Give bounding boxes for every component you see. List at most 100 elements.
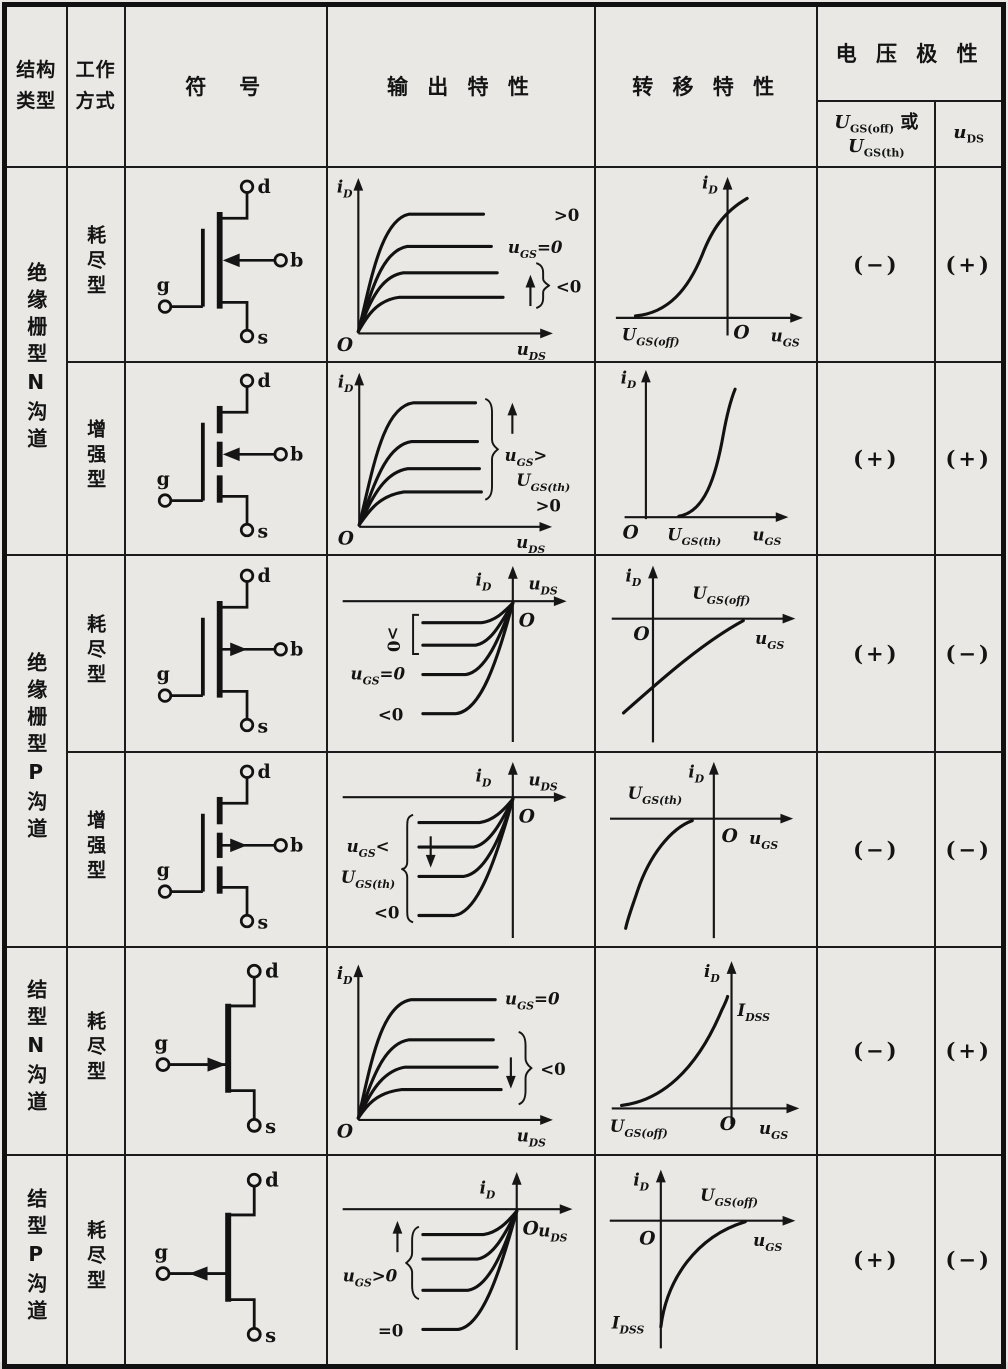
svg-text:O: O: [639, 1227, 656, 1249]
symbol-cell-2: d b g s: [123, 360, 328, 556]
transfer-cell-3: iD O UGS(off) uGS: [594, 553, 819, 753]
svg-text:O: O: [519, 806, 535, 827]
svg-text:uGS: uGS: [759, 1117, 788, 1141]
curve-label-ugs0: uGS=0: [508, 237, 563, 261]
svg-text:O: O: [519, 610, 535, 631]
ugs-off-point: UGS(off): [610, 1116, 668, 1140]
bulk-arrow-into-channel: [222, 253, 240, 268]
header-output-label: 输 出 特 性: [386, 75, 535, 100]
transfer-curve: [622, 618, 746, 714]
nmos-depletion-symbol: d b g s: [156, 176, 303, 348]
bulk-arrow-out-of-channel: [229, 642, 247, 657]
terminal-g-label: g: [156, 859, 169, 881]
output-cell-1: iD O uDS >0 uGS=0 <0: [325, 165, 597, 363]
header-output: 输 出 特 性: [325, 3, 597, 168]
symbol-cell-3: d b g s: [123, 553, 328, 753]
symbol-cell-4: d b g s: [123, 750, 328, 948]
svg-text:iD: iD: [689, 761, 705, 785]
axes: [610, 769, 785, 938]
axes: [358, 380, 542, 528]
axes: [611, 968, 791, 1124]
terminal-s-label: s: [257, 520, 268, 542]
nmos-enh-wires: [157, 373, 288, 538]
transfer-cell-5: iD IDSS UGS(off) O uGS: [594, 945, 819, 1156]
header-symbol-label: 符 号: [185, 75, 267, 100]
polarity-gs-cell-5: (−): [816, 945, 937, 1156]
output-cell-2: iD O uDS uGS> UGS(th) >0: [325, 360, 597, 556]
svg-text:iD: iD: [626, 565, 642, 589]
nmos-enhancement-symbol: d b g s: [156, 370, 303, 542]
svg-text:iD: iD: [476, 569, 492, 593]
axes: [342, 1179, 562, 1350]
id-curves: [356, 212, 505, 333]
pmos-dep-wires: [157, 568, 288, 733]
terminal-d-label: d: [257, 565, 270, 587]
header-polarity-label: 电 压 极 性: [835, 42, 984, 67]
nmos-dep-wires: [157, 179, 288, 344]
curve-label-ugs0: uGS=0: [350, 663, 405, 687]
header-transfer: 转 移 特 性: [594, 3, 819, 168]
svg-text:uGS: uGS: [749, 828, 778, 852]
svg-text:O: O: [722, 826, 739, 847]
svg-text:iD: iD: [634, 1169, 650, 1193]
id-curves: [356, 997, 503, 1120]
transfer-cell-1: iD UGS(off) O uGS: [594, 165, 819, 363]
group-igfet-n-label: 绝缘栅型N沟道: [23, 262, 48, 455]
uds-label: uDS: [953, 121, 984, 146]
svg-text:uGS: uGS: [753, 525, 782, 548]
output-graph-nmos-dep: iD O uDS >0 uGS=0 <0: [337, 176, 582, 359]
polarity-gs-cell-1: (−): [816, 165, 937, 363]
header-work-mode: 工作方式: [65, 3, 126, 168]
polarity-gs-cell-2: (+): [816, 360, 937, 556]
output-graph-pmos-enh: iD uDS O uGS< UGS(th) <0: [341, 761, 567, 938]
header-structure-label: 结构类型: [16, 58, 57, 113]
transfer-cell-2: iD O UGS(th) uGS: [594, 360, 819, 556]
terminal-s-label: s: [257, 911, 268, 933]
terminal-g-label: g: [156, 663, 169, 685]
svg-text:O: O: [337, 335, 353, 356]
mode-cell-3: 耗尽型: [65, 553, 126, 753]
svg-text:O: O: [338, 528, 354, 549]
svg-text:iD: iD: [337, 963, 353, 987]
svg-text:uDS: uDS: [516, 533, 545, 553]
svg-text:uDS: uDS: [538, 1220, 567, 1244]
group-igfet-n: 绝缘栅型N沟道: [3, 165, 68, 556]
transfer-curve: [634, 196, 749, 317]
symbol-cell-5: d g s: [123, 945, 328, 1156]
svg-text:iD: iD: [702, 172, 718, 196]
polarity-ds-cell-1: (+): [934, 165, 1005, 363]
terminal-s-label: s: [265, 1324, 276, 1347]
svg-text:O: O: [634, 623, 651, 645]
polarity-ds-cell-2: (+): [934, 360, 1005, 556]
polarity-ds-cell-3: (−): [934, 553, 1005, 753]
transfer-curve: [624, 818, 695, 930]
curve-label-lt0: <0: [378, 704, 403, 724]
pmos-enh-wires: [157, 764, 288, 929]
output-graph-pjfet: iD O uDS uGS>0 =0: [342, 1171, 573, 1350]
transfer-cell-6: iD UGS(off) O uGS IDSS: [594, 1153, 819, 1368]
svg-text:iD: iD: [479, 1177, 495, 1201]
id-curves: [417, 797, 515, 917]
axes: [611, 572, 787, 742]
bulk-arrow-out-of-channel: [229, 838, 247, 853]
curve-label-gt0: >0: [536, 496, 561, 515]
transfer-curve: [620, 994, 730, 1107]
header-transfer-label: 转 移 特 性: [632, 75, 781, 100]
svg-text:O: O: [623, 522, 639, 543]
svg-text:O: O: [523, 1218, 539, 1239]
ugs-off-or-th-label: UGS(off) 或 UGS(th): [834, 111, 919, 160]
header-polarity: 电 压 极 性: [816, 3, 1005, 102]
group-jfet-n-label: 结型N沟道: [23, 979, 48, 1118]
transfer-graph-nmos-dep: iD UGS(off) O uGS: [616, 172, 804, 349]
output-graph-pmos-dep: iD uDS O >0 uGS=0 <0: [342, 565, 567, 742]
group-jfet-p: 结型P沟道: [3, 1153, 68, 1368]
ugs-off-point: UGS(off): [622, 324, 680, 348]
curve-label-ugsth: UGS(th): [516, 471, 570, 494]
gate-arrow-into-channel: [207, 1057, 226, 1072]
terminal-s-label: s: [265, 1114, 276, 1137]
ugs-th-point: UGS(th): [667, 525, 721, 548]
terminal-g-label: g: [156, 274, 169, 296]
terminal-b-label: b: [290, 250, 303, 272]
svg-text:uDS: uDS: [528, 573, 557, 597]
polarity-ds-cell-4: (−): [934, 750, 1005, 948]
